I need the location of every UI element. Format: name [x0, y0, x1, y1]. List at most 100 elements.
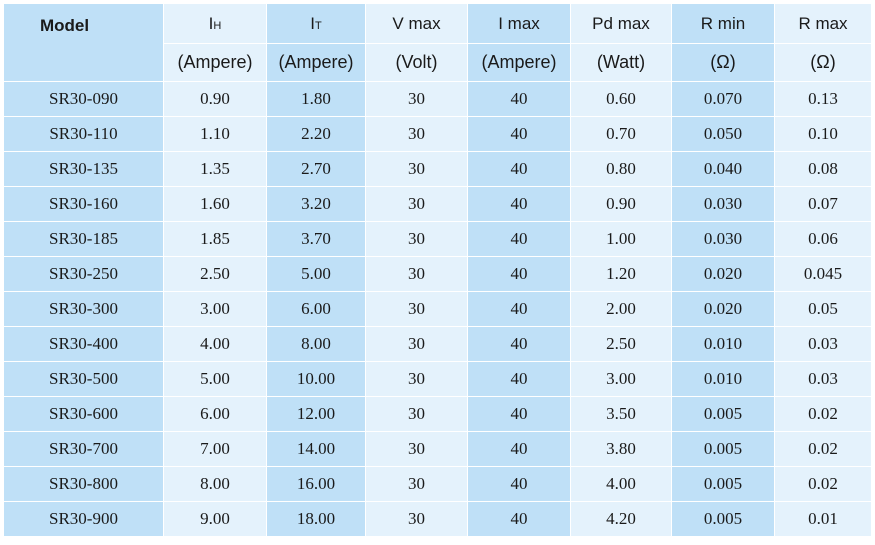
cell-imax: 40: [467, 186, 571, 222]
cell-vmax: 30: [365, 326, 468, 362]
cell-rmin: 0.010: [671, 326, 775, 362]
cell-model: SR30-800: [3, 466, 164, 502]
header-pdmax: Pd max: [570, 3, 672, 44]
table-row: SR30-135 1.35 2.70 30 40 0.80 0.040 0.08: [3, 151, 872, 187]
cell-rmin: 0.070: [671, 81, 775, 117]
cell-rmax: 0.10: [774, 116, 872, 152]
cell-vmax: 30: [365, 291, 468, 327]
cell-imax: 40: [467, 466, 571, 502]
header-rmin-unit: (Ω): [671, 43, 775, 82]
cell-it: 3.20: [266, 186, 366, 222]
cell-ih: 6.00: [163, 396, 267, 432]
cell-pdmax: 4.20: [570, 501, 672, 537]
cell-ih: 9.00: [163, 501, 267, 537]
cell-ih: 1.85: [163, 221, 267, 257]
cell-it: 14.00: [266, 431, 366, 467]
cell-rmax: 0.03: [774, 326, 872, 362]
cell-model: SR30-110: [3, 116, 164, 152]
cell-ih: 1.60: [163, 186, 267, 222]
cell-imax: 40: [467, 151, 571, 187]
cell-rmax: 0.02: [774, 396, 872, 432]
cell-it: 18.00: [266, 501, 366, 537]
header-it-sub: T: [315, 19, 322, 32]
cell-vmax: 30: [365, 151, 468, 187]
cell-imax: 40: [467, 326, 571, 362]
cell-pdmax: 2.00: [570, 291, 672, 327]
cell-ih: 3.00: [163, 291, 267, 327]
table-row: SR30-110 1.10 2.20 30 40 0.70 0.050 0.10: [3, 116, 872, 152]
cell-rmin: 0.005: [671, 431, 775, 467]
cell-pdmax: 0.80: [570, 151, 672, 187]
table-row: SR30-300 3.00 6.00 30 40 2.00 0.020 0.05: [3, 291, 872, 327]
cell-vmax: 30: [365, 501, 468, 537]
cell-pdmax: 3.80: [570, 431, 672, 467]
header-rmin: R min: [671, 3, 775, 44]
cell-rmin: 0.005: [671, 396, 775, 432]
cell-pdmax: 1.20: [570, 256, 672, 292]
cell-rmax: 0.03: [774, 361, 872, 397]
cell-model: SR30-600: [3, 396, 164, 432]
header-it: IT: [266, 3, 366, 44]
cell-ih: 5.00: [163, 361, 267, 397]
cell-imax: 40: [467, 396, 571, 432]
table-row: SR30-185 1.85 3.70 30 40 1.00 0.030 0.06: [3, 221, 872, 257]
table-row: SR30-160 1.60 3.20 30 40 0.90 0.030 0.07: [3, 186, 872, 222]
header-imax: I max: [467, 3, 571, 44]
cell-model: SR30-135: [3, 151, 164, 187]
header-it-unit: (Ampere): [266, 43, 366, 82]
cell-imax: 40: [467, 256, 571, 292]
cell-imax: 40: [467, 291, 571, 327]
header-vmax-unit: (Volt): [365, 43, 468, 82]
cell-vmax: 30: [365, 81, 468, 117]
cell-imax: 40: [467, 361, 571, 397]
cell-pdmax: 0.60: [570, 81, 672, 117]
cell-model: SR30-090: [3, 81, 164, 117]
cell-rmin: 0.010: [671, 361, 775, 397]
header-vmax: V max: [365, 3, 468, 44]
cell-model: SR30-185: [3, 221, 164, 257]
cell-pdmax: 3.50: [570, 396, 672, 432]
cell-imax: 40: [467, 431, 571, 467]
cell-pdmax: 0.70: [570, 116, 672, 152]
cell-vmax: 30: [365, 396, 468, 432]
cell-it: 2.70: [266, 151, 366, 187]
table-row: SR30-500 5.00 10.00 30 40 3.00 0.010 0.03: [3, 361, 872, 397]
cell-ih: 1.10: [163, 116, 267, 152]
cell-vmax: 30: [365, 116, 468, 152]
header-rmax-unit: (Ω): [774, 43, 872, 82]
table-row: SR30-600 6.00 12.00 30 40 3.50 0.005 0.02: [3, 396, 872, 432]
spec-table-container: Model I H IT V max I max Pd max R min R m…: [3, 3, 872, 540]
cell-model: SR30-250: [3, 256, 164, 292]
cell-rmin: 0.005: [671, 501, 775, 537]
cell-ih: 0.90: [163, 81, 267, 117]
cell-pdmax: 2.50: [570, 326, 672, 362]
cell-vmax: 30: [365, 431, 468, 467]
header-ih-sub: H: [213, 19, 222, 32]
cell-it: 2.20: [266, 116, 366, 152]
cell-pdmax: 3.00: [570, 361, 672, 397]
cell-it: 6.00: [266, 291, 366, 327]
cell-rmax: 0.06: [774, 221, 872, 257]
cell-vmax: 30: [365, 256, 468, 292]
cell-model: SR30-900: [3, 501, 164, 537]
cell-rmin: 0.020: [671, 291, 775, 327]
table-row: SR30-900 9.00 18.00 30 40 4.20 0.005 0.01: [3, 501, 872, 537]
cell-imax: 40: [467, 501, 571, 537]
cell-imax: 40: [467, 81, 571, 117]
cell-rmax: 0.07: [774, 186, 872, 222]
cell-rmin: 0.050: [671, 116, 775, 152]
cell-vmax: 30: [365, 221, 468, 257]
header-pdmax-unit: (Watt): [570, 43, 672, 82]
cell-model: SR30-300: [3, 291, 164, 327]
cell-rmax: 0.01: [774, 501, 872, 537]
header-it-main: I: [310, 13, 315, 33]
cell-model: SR30-400: [3, 326, 164, 362]
cell-rmax: 0.02: [774, 431, 872, 467]
header-rmax: R max: [774, 3, 872, 44]
cell-rmax: 0.05: [774, 291, 872, 327]
cell-vmax: 30: [365, 466, 468, 502]
header-model: Model: [3, 3, 164, 82]
cell-it: 12.00: [266, 396, 366, 432]
cell-imax: 40: [467, 116, 571, 152]
cell-rmax: 0.13: [774, 81, 872, 117]
